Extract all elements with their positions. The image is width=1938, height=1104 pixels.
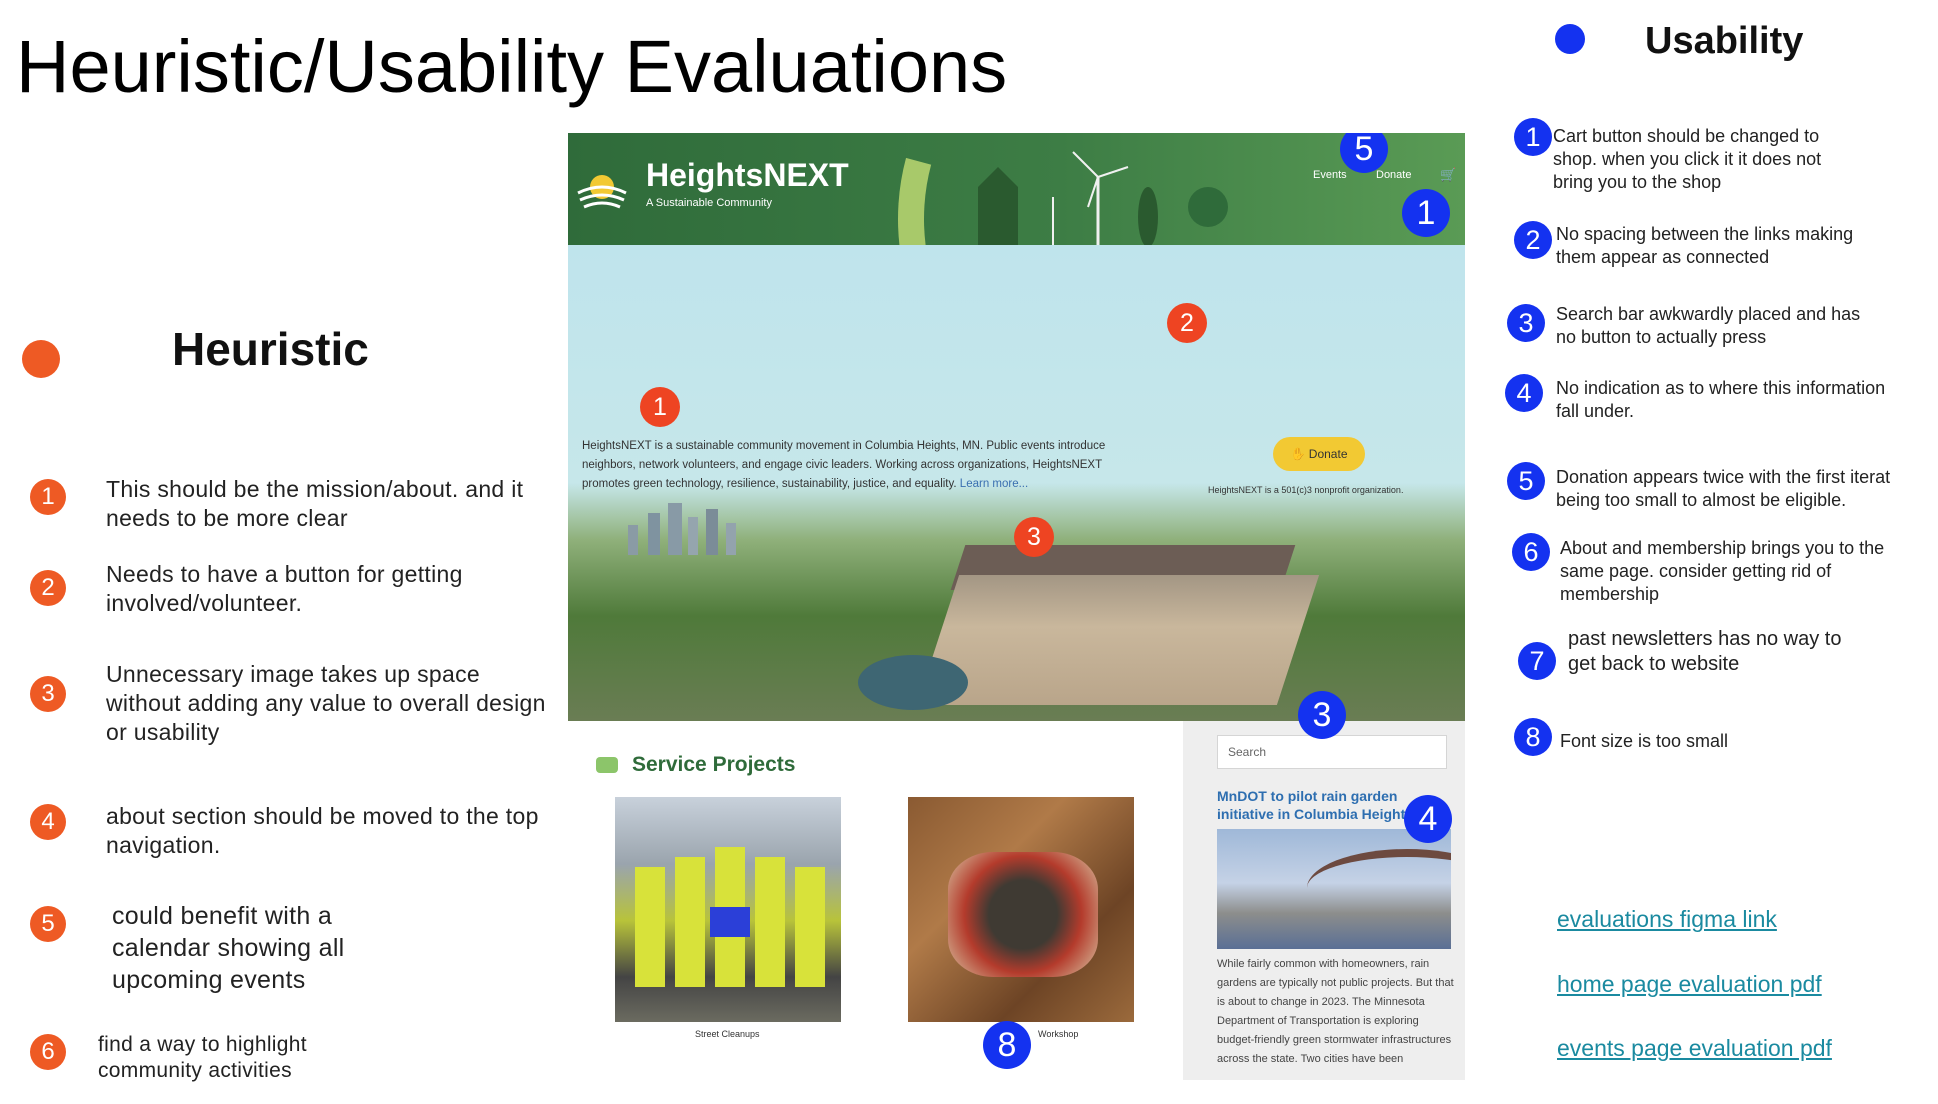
hero-about-body: HeightsNEXT is a sustainable community m… <box>582 440 1106 490</box>
usability-text: No spacing between the links making them… <box>1556 224 1854 267</box>
usability-number: 3 <box>1507 304 1545 342</box>
city-skyline-image <box>628 503 736 555</box>
usability-legend-dot <box>1555 24 1585 54</box>
nav-donate-link[interactable]: Donate <box>1376 169 1412 181</box>
heuristic-number: 3 <box>30 676 66 712</box>
usability-number: 5 <box>1507 462 1545 500</box>
heuristic-number: 2 <box>30 570 66 606</box>
learn-more-link[interactable]: Learn more... <box>959 478 1029 490</box>
heuristic-number: 5 <box>30 906 66 942</box>
site-tagline: A Sustainable Community <box>646 197 772 209</box>
dog-on-rug-image <box>948 852 1098 977</box>
windmill-scene-icon <box>978 151 1228 245</box>
page-title: Heuristic/Usability Evaluations <box>16 25 1008 108</box>
heuristic-number: 1 <box>30 479 66 515</box>
heuristic-text: about section should be moved to the top… <box>106 803 539 858</box>
donate-hand-icon: ✋ <box>1290 447 1306 461</box>
hero-donate-label: Donate <box>1308 447 1348 461</box>
usability-text: Search bar awkwardly placed and has no b… <box>1556 304 1861 347</box>
heuristic-number: 4 <box>30 804 66 840</box>
heuristic-marker-1: 1 <box>640 387 680 427</box>
heuristic-text: Unnecessary image takes up space without… <box>106 661 546 745</box>
site-brand[interactable]: HeightsNEXT <box>646 157 849 193</box>
usability-text: About and membership brings you to the s… <box>1560 538 1885 604</box>
workshop-photo[interactable] <box>908 797 1134 1022</box>
apartment-building-image <box>916 575 1320 705</box>
usability-marker-4: 4 <box>1404 795 1452 843</box>
bridge-news-image[interactable] <box>1217 829 1451 949</box>
sun-logo-icon <box>577 175 627 209</box>
usability-marker-5: 5 <box>1340 133 1388 173</box>
nonprofit-note: HeightsNEXT is a 501(c)3 nonprofit organ… <box>1208 485 1404 495</box>
usability-marker-1: 1 <box>1402 189 1450 237</box>
cart-icon[interactable]: 🛒 <box>1440 167 1457 182</box>
usability-number: 2 <box>1514 221 1552 259</box>
bridge-arch <box>1307 849 1451 927</box>
heuristic-legend-dot <box>22 340 60 378</box>
hero-about-text: HeightsNEXT is a sustainable community m… <box>582 437 1142 494</box>
figma-link[interactable]: evaluations figma link <box>1557 906 1777 932</box>
site-header: HeightsNEXT A Sustainable Community Even… <box>568 133 1465 245</box>
usability-number: 7 <box>1518 642 1556 680</box>
street-cleanups-caption: Street Cleanups <box>695 1029 760 1039</box>
pond-image <box>858 655 968 710</box>
nav-events-link[interactable]: Events <box>1313 169 1347 181</box>
heuristic-text: find a way to highlight community activi… <box>98 1033 307 1082</box>
toolbox-icon <box>596 757 618 773</box>
news-excerpt: While fairly common with homeowners, rai… <box>1217 958 1454 1065</box>
usability-heading: Usability <box>1645 20 1804 62</box>
usability-number: 8 <box>1514 718 1552 756</box>
heuristic-marker-2: 2 <box>1167 303 1207 343</box>
usability-number: 1 <box>1514 118 1552 156</box>
news-headline-link[interactable]: MnDOT to pilot rain garden initiative in… <box>1217 788 1414 822</box>
workshop-caption: Workshop <box>1038 1029 1079 1039</box>
volunteers-image <box>635 847 825 987</box>
usability-number: 6 <box>1512 533 1550 571</box>
usability-marker-8: 8 <box>983 1021 1031 1069</box>
usability-text: past newsletters has no way to get back … <box>1568 628 1842 675</box>
usability-marker-3: 3 <box>1298 691 1346 739</box>
events-page-pdf-link[interactable]: events page evaluation pdf <box>1557 1035 1832 1061</box>
hero-section: HeightsNEXT is a sustainable community m… <box>568 245 1465 721</box>
street-cleanup-photo[interactable] <box>615 797 841 1022</box>
search-input[interactable]: Search <box>1217 735 1447 769</box>
service-projects-heading: Service Projects <box>632 753 796 776</box>
heuristic-text: could benefit with a calendar showing al… <box>112 902 345 994</box>
heuristic-text: This should be the mission/about. and it… <box>106 476 524 531</box>
home-page-pdf-link[interactable]: home page evaluation pdf <box>1557 971 1822 997</box>
usability-text: No indication as to where this informati… <box>1556 378 1886 421</box>
heuristic-text: Needs to have a button for getting invol… <box>106 561 463 616</box>
website-screenshot: HeightsNEXT A Sustainable Community Even… <box>568 133 1465 1080</box>
usability-text: Cart button should be changed to shop. w… <box>1553 126 1822 192</box>
heuristic-marker-3: 3 <box>1014 517 1054 557</box>
heuristic-heading: Heuristic <box>172 323 369 375</box>
heuristic-number: 6 <box>30 1034 66 1070</box>
news-sidebar: Search MnDOT to pilot rain garden initia… <box>1183 721 1465 1080</box>
usability-text: Font size is too small <box>1560 731 1729 751</box>
usability-number: 4 <box>1505 374 1543 412</box>
usability-text: Donation appears twice with the first it… <box>1556 467 1891 510</box>
hero-donate-button[interactable]: ✋ Donate <box>1273 437 1365 471</box>
